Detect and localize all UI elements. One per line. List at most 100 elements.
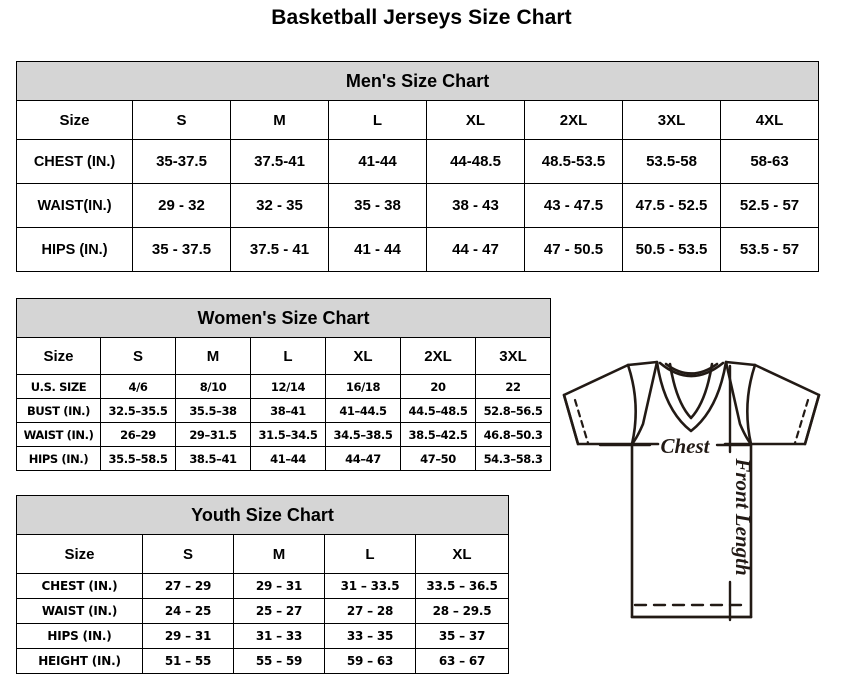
womens-col-s: S bbox=[100, 337, 176, 375]
table-row: CHEST (IN.) 27 – 29 29 – 31 31 – 33.5 33… bbox=[16, 573, 510, 599]
table-row: HIPS (IN.) 29 – 31 31 – 33 33 – 35 35 – … bbox=[16, 623, 510, 649]
womens-col-2xl: 2XL bbox=[400, 337, 476, 375]
womens-row-label-bust: BUST (IN.) bbox=[16, 398, 101, 423]
youth-waist-m: 25 – 27 bbox=[233, 598, 325, 624]
youth-banner-row: Youth Size Chart bbox=[15, 495, 510, 535]
mens-hips-xl: 44 - 47 bbox=[426, 227, 525, 272]
vneck-outer-collar bbox=[655, 360, 728, 433]
womens-banner-row: Women's Size Chart bbox=[15, 298, 552, 338]
youth-row-label-chest: CHEST (IN.) bbox=[16, 573, 143, 599]
youth-chest-xl: 33.5 – 36.5 bbox=[414, 573, 510, 599]
left-armhole-curve bbox=[626, 363, 637, 446]
womens-col-m: M bbox=[175, 337, 251, 375]
mens-banner-row: Men's Size Chart bbox=[15, 61, 820, 101]
womens-header-row: Size S M L XL 2XL 3XL bbox=[16, 337, 552, 375]
collar-rib-lower bbox=[664, 362, 719, 375]
youth-row-label-height: HEIGHT (IN.) bbox=[16, 648, 143, 674]
mens-chest-xl: 44-48.5 bbox=[426, 139, 525, 184]
left-sleeve-cuff-edge bbox=[562, 393, 580, 446]
womens-ussize-2xl: 20 bbox=[400, 374, 476, 399]
womens-waist-3xl: 46.8–50.3 bbox=[474, 422, 552, 447]
left-sleeve-outline bbox=[562, 360, 659, 446]
womens-bust-s: 32.5–35.5 bbox=[100, 398, 176, 423]
right-armhole-curve bbox=[746, 363, 757, 446]
mens-waist-m: 32 - 35 bbox=[230, 183, 329, 228]
youth-col-xl: XL bbox=[414, 534, 510, 574]
youth-chest-s: 27 – 29 bbox=[142, 573, 234, 599]
womens-col-l: L bbox=[250, 337, 326, 375]
mens-hips-4xl: 53.5 - 57 bbox=[719, 227, 820, 272]
mens-chest-3xl: 53.5-58 bbox=[622, 139, 721, 184]
youth-height-l: 59 – 63 bbox=[324, 648, 416, 674]
mens-size-chart-table: Men's Size Chart Size S M L XL 2XL 3XL 4… bbox=[15, 61, 820, 272]
mens-chest-m: 37.5-41 bbox=[230, 139, 329, 184]
womens-bust-l: 38–41 bbox=[250, 398, 326, 423]
youth-height-m: 55 – 59 bbox=[233, 648, 325, 674]
mens-waist-3xl: 47.5 - 52.5 bbox=[622, 183, 721, 228]
womens-row-label-us-size: U.S. SIZE bbox=[16, 374, 101, 399]
mens-hips-m: 37.5 - 41 bbox=[230, 227, 329, 272]
youth-chest-l: 31 – 33.5 bbox=[324, 573, 416, 599]
mens-waist-s: 29 - 32 bbox=[132, 183, 231, 228]
womens-waist-2xl: 38.5–42.5 bbox=[400, 422, 476, 447]
youth-height-xl: 63 – 67 bbox=[414, 648, 510, 674]
mens-col-s: S bbox=[132, 100, 231, 140]
table-row: WAIST (IN.) 26–29 29–31.5 31.5–34.5 34.5… bbox=[16, 422, 552, 447]
womens-waist-l: 31.5–34.5 bbox=[250, 422, 326, 447]
mens-row-label-hips: HIPS (IN.) bbox=[16, 227, 133, 272]
mens-waist-2xl: 43 - 47.5 bbox=[524, 183, 623, 228]
womens-row-label-waist: WAIST (IN.) bbox=[16, 422, 101, 447]
mens-header-row: Size S M L XL 2XL 3XL 4XL bbox=[16, 100, 820, 140]
mens-col-xl: XL bbox=[426, 100, 525, 140]
youth-waist-xl: 28 – 29.5 bbox=[414, 598, 510, 624]
youth-banner-title: Youth Size Chart bbox=[15, 495, 510, 535]
womens-bust-m: 35.5–38 bbox=[175, 398, 251, 423]
womens-banner-title: Women's Size Chart bbox=[15, 298, 552, 338]
table-row: U.S. SIZE 4/6 8/10 12/14 16/18 20 22 bbox=[16, 374, 552, 399]
mens-col-3xl: 3XL bbox=[622, 100, 721, 140]
womens-hips-3xl: 54.3–58.3 bbox=[474, 446, 552, 471]
youth-col-s: S bbox=[142, 534, 234, 574]
jersey-measurement-diagram: Chest Front Length bbox=[540, 352, 843, 679]
mens-chest-s: 35-37.5 bbox=[132, 139, 231, 184]
right-sleeve-cuff-dashed bbox=[793, 398, 810, 445]
womens-waist-s: 26–29 bbox=[100, 422, 176, 447]
mens-chest-2xl: 48.5-53.5 bbox=[524, 139, 623, 184]
womens-waist-m: 29–31.5 bbox=[175, 422, 251, 447]
youth-hips-s: 29 – 31 bbox=[142, 623, 234, 649]
table-row: CHEST (IN.) 35-37.5 37.5-41 41-44 44-48.… bbox=[16, 139, 820, 184]
mens-waist-xl: 38 - 43 bbox=[426, 183, 525, 228]
mens-row-label-waist: WAIST(IN.) bbox=[16, 183, 133, 228]
womens-col-xl: XL bbox=[325, 337, 401, 375]
mens-col-m: M bbox=[230, 100, 329, 140]
womens-hips-s: 35.5–58.5 bbox=[100, 446, 176, 471]
womens-ussize-m: 8/10 bbox=[175, 374, 251, 399]
youth-waist-l: 27 – 28 bbox=[324, 598, 416, 624]
mens-chest-4xl: 58-63 bbox=[719, 139, 820, 184]
mens-row-label-chest: CHEST (IN.) bbox=[16, 139, 133, 184]
womens-waist-xl: 34.5–38.5 bbox=[325, 422, 401, 447]
youth-col-m: M bbox=[233, 534, 325, 574]
table-row: BUST (IN.) 32.5–35.5 35.5–38 38–41 41–44… bbox=[16, 398, 552, 423]
mens-hips-2xl: 47 - 50.5 bbox=[524, 227, 623, 272]
youth-row-label-hips: HIPS (IN.) bbox=[16, 623, 143, 649]
mens-banner-title: Men's Size Chart bbox=[15, 61, 820, 101]
page-title: Basketball Jerseys Size Chart bbox=[271, 6, 572, 29]
youth-chest-m: 29 – 31 bbox=[233, 573, 325, 599]
youth-size-chart-table: Youth Size Chart Size S M L XL CHEST (IN… bbox=[15, 495, 510, 674]
mens-chest-l: 41-44 bbox=[328, 139, 427, 184]
mens-col-size: Size bbox=[16, 100, 133, 140]
youth-row-label-waist: WAIST (IN.) bbox=[16, 598, 143, 624]
womens-hips-2xl: 47–50 bbox=[400, 446, 476, 471]
womens-hips-m: 38.5–41 bbox=[175, 446, 251, 471]
womens-ussize-s: 4/6 bbox=[100, 374, 176, 399]
table-row: HIPS (IN.) 35 - 37.5 37.5 - 41 41 - 44 4… bbox=[16, 227, 820, 272]
womens-hips-l: 41–44 bbox=[250, 446, 326, 471]
collar-rib-upper bbox=[658, 361, 725, 378]
youth-header-row: Size S M L XL bbox=[16, 534, 510, 574]
youth-height-s: 51 – 55 bbox=[142, 648, 234, 674]
left-sleeve-cuff-dashed bbox=[573, 398, 590, 445]
mens-col-4xl: 4XL bbox=[719, 100, 820, 140]
womens-col-size: Size bbox=[16, 337, 101, 375]
right-sleeve-cuff-edge bbox=[803, 393, 821, 446]
